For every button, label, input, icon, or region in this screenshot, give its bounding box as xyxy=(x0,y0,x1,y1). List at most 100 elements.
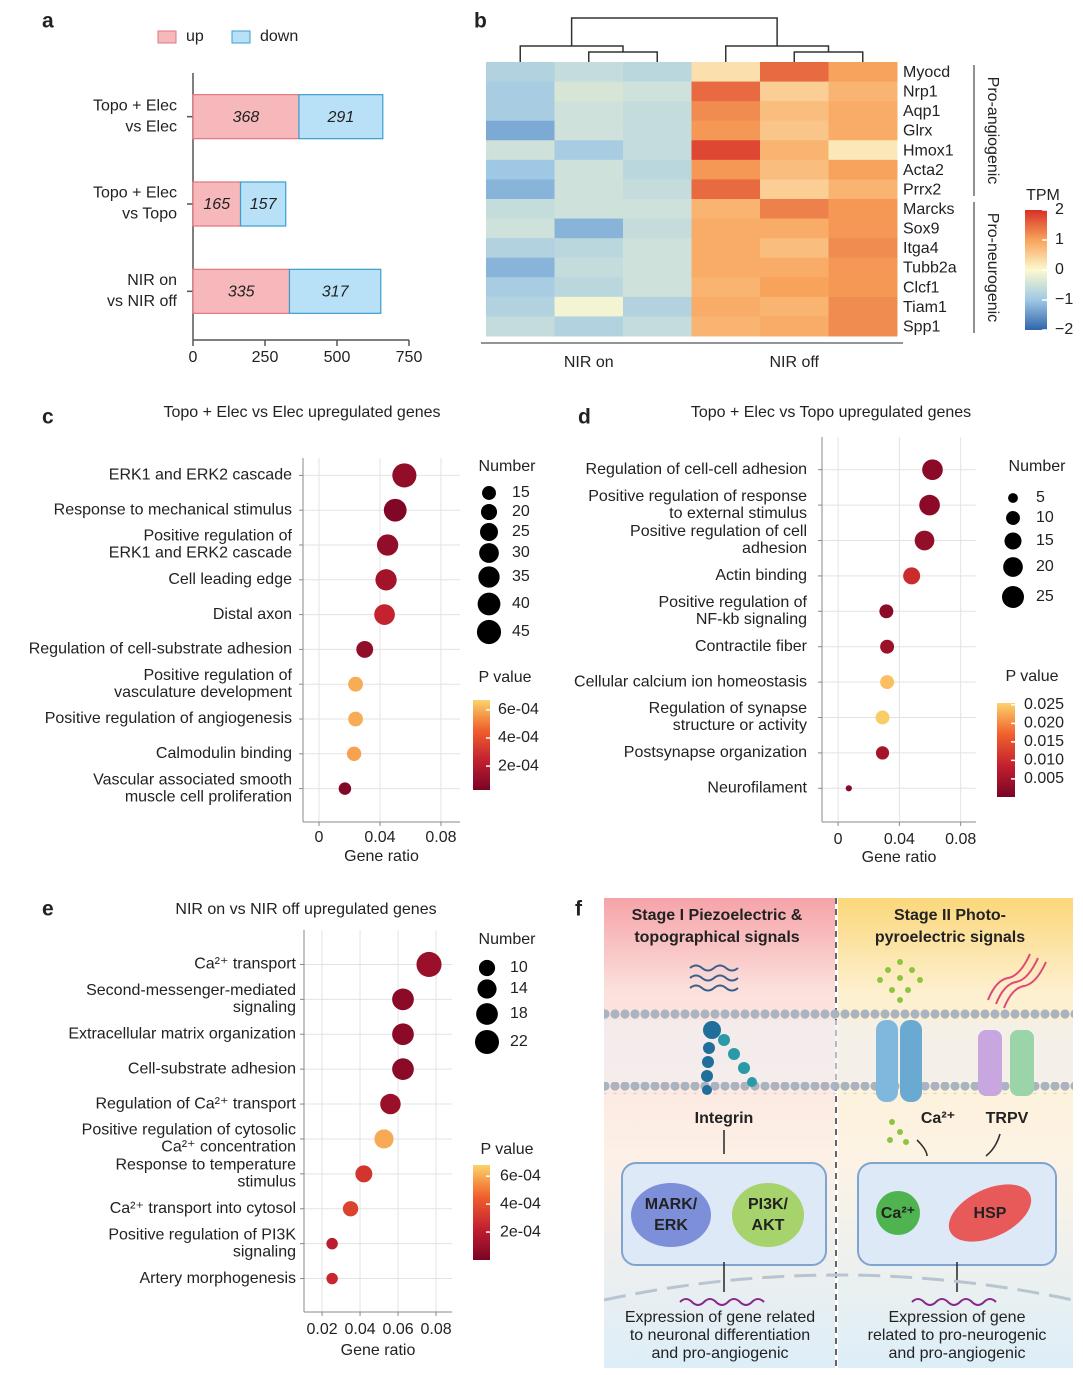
panel-letter: c xyxy=(42,406,54,429)
heatmap-cell xyxy=(828,179,898,200)
ca-channel xyxy=(876,1020,898,1102)
dot xyxy=(392,463,417,488)
y-tick-label: vasculature development xyxy=(114,684,292,701)
y-tick-label: Positive regulation of angiogenesis xyxy=(45,710,292,727)
gene-label: Itga4 xyxy=(903,240,939,257)
y-tick-label: stimulus xyxy=(237,1174,296,1191)
legend-label: up xyxy=(186,28,204,45)
y-tick-label: Positive regulation of xyxy=(658,594,807,611)
size-legend-mark xyxy=(480,503,498,521)
y-tick-label: vs Topo xyxy=(122,206,177,223)
y-tick-label: Cellular calcium ion homeostasis xyxy=(574,673,807,690)
dot xyxy=(374,1129,394,1149)
y-tick-label: adhesion xyxy=(742,540,807,557)
heatmap-cell xyxy=(486,179,555,200)
colorbar-tick-label: 4e-04 xyxy=(500,1195,541,1212)
heatmap-cell xyxy=(760,120,829,141)
y-tick-label: Positive regulation of xyxy=(143,528,292,545)
heatmap-cell xyxy=(486,198,555,220)
dendrogram xyxy=(570,17,778,46)
heatmap-cell xyxy=(691,277,761,298)
heatmap-cell xyxy=(623,81,692,102)
size-legend-label: 15 xyxy=(1036,532,1054,549)
size-legend-label: 22 xyxy=(510,1033,528,1050)
colorbar-tick-label: −1 xyxy=(1055,291,1073,308)
size-legend-label: 45 xyxy=(512,623,530,640)
size-legend-label: 40 xyxy=(512,595,530,612)
heatmap-cell xyxy=(760,81,829,102)
dot xyxy=(346,746,362,761)
dot xyxy=(392,1058,414,1081)
size-legend-mark xyxy=(1002,586,1024,608)
size-legend-mark xyxy=(478,959,496,977)
heatmap-cell xyxy=(828,81,898,102)
heatmap-cell xyxy=(486,238,555,259)
label: TRPV xyxy=(986,1110,1029,1127)
size-legend-mark xyxy=(480,523,498,541)
x-tick-label: 750 xyxy=(396,349,423,366)
colorbar xyxy=(1025,210,1047,330)
hsp-icon xyxy=(948,1184,1032,1242)
size-legend-mark xyxy=(478,566,500,588)
heatmap-cell xyxy=(554,296,624,317)
y-tick-label: ERK1 and ERK2 cascade xyxy=(109,545,292,562)
y-tick-label: Actin binding xyxy=(715,567,807,584)
size-legend-label: 5 xyxy=(1036,489,1045,506)
size-legend-mark xyxy=(476,619,502,645)
heatmap-cell xyxy=(486,296,555,317)
y-tick-label: Regulation of synapse xyxy=(649,700,807,717)
heatmap-cell xyxy=(691,140,761,161)
heatmap-cell xyxy=(554,277,624,298)
heatmap-cell xyxy=(486,120,555,141)
heatmap-cell xyxy=(691,81,761,102)
y-tick-label: Neurofilament xyxy=(707,780,807,797)
y-tick-label: Cell-substrate adhesion xyxy=(128,1060,296,1077)
heatmap-cell xyxy=(486,140,555,161)
bar xyxy=(239,181,287,227)
heatmap-cell xyxy=(486,101,555,122)
legend-title: Number xyxy=(479,458,537,475)
x-tick-label: 250 xyxy=(252,349,279,366)
x-tick-label: 0.08 xyxy=(425,829,456,846)
heatmap-cell xyxy=(623,198,692,220)
size-legend-mark xyxy=(1003,557,1023,577)
y-tick-label: Cell leading edge xyxy=(168,571,292,588)
caption: related to pro-neurogenic xyxy=(868,1327,1047,1344)
x-tick-label: 0.04 xyxy=(344,1321,375,1338)
y-tick-label: Postsynapse organization xyxy=(624,744,807,761)
heatmap-cell xyxy=(691,218,761,239)
colorbar-tick-label: 0.025 xyxy=(1024,696,1064,713)
dot xyxy=(348,676,364,692)
heatmap-cell xyxy=(486,257,555,278)
heat-icon xyxy=(987,953,1047,1009)
y-tick-label: Ca²⁺ transport xyxy=(194,956,296,973)
size-legend-label: 14 xyxy=(510,980,528,997)
chart-title: NIR on vs NIR off upregulated genes xyxy=(175,901,436,918)
colorbar-tick-label: 2e-04 xyxy=(500,1223,541,1240)
stage-1-background xyxy=(604,898,835,1368)
arrow xyxy=(723,1262,958,1292)
value-label: 335 xyxy=(228,284,255,301)
heatmap-cell xyxy=(486,159,555,180)
dot xyxy=(392,988,414,1011)
heatmap-cell xyxy=(760,62,829,83)
y-tick-label: Ca²⁺ transport into cytosol xyxy=(110,1200,296,1217)
y-tick-label: Contractile fiber xyxy=(695,638,808,655)
label: AKT xyxy=(752,1217,785,1234)
y-tick-label: NIR on xyxy=(127,272,177,289)
legend-title: Number xyxy=(1009,458,1067,475)
label: ERK xyxy=(654,1217,688,1234)
heatmap-cell xyxy=(554,179,624,200)
heatmap-cell xyxy=(554,257,624,278)
panel-letter: b xyxy=(474,10,487,33)
size-legend-label: 25 xyxy=(1036,588,1054,605)
gene-label: Prrx2 xyxy=(903,181,941,198)
pi3k-akt-icon xyxy=(732,1183,804,1247)
y-tick-label: Regulation of cell-substrate adhesion xyxy=(29,641,292,658)
x-tick-label: 0.06 xyxy=(382,1321,413,1338)
dot xyxy=(880,639,895,654)
x-tick-label: 0.02 xyxy=(306,1321,337,1338)
dot xyxy=(326,1272,338,1285)
heatmap-cell xyxy=(554,218,624,239)
y-tick-label: signaling xyxy=(233,1243,296,1260)
